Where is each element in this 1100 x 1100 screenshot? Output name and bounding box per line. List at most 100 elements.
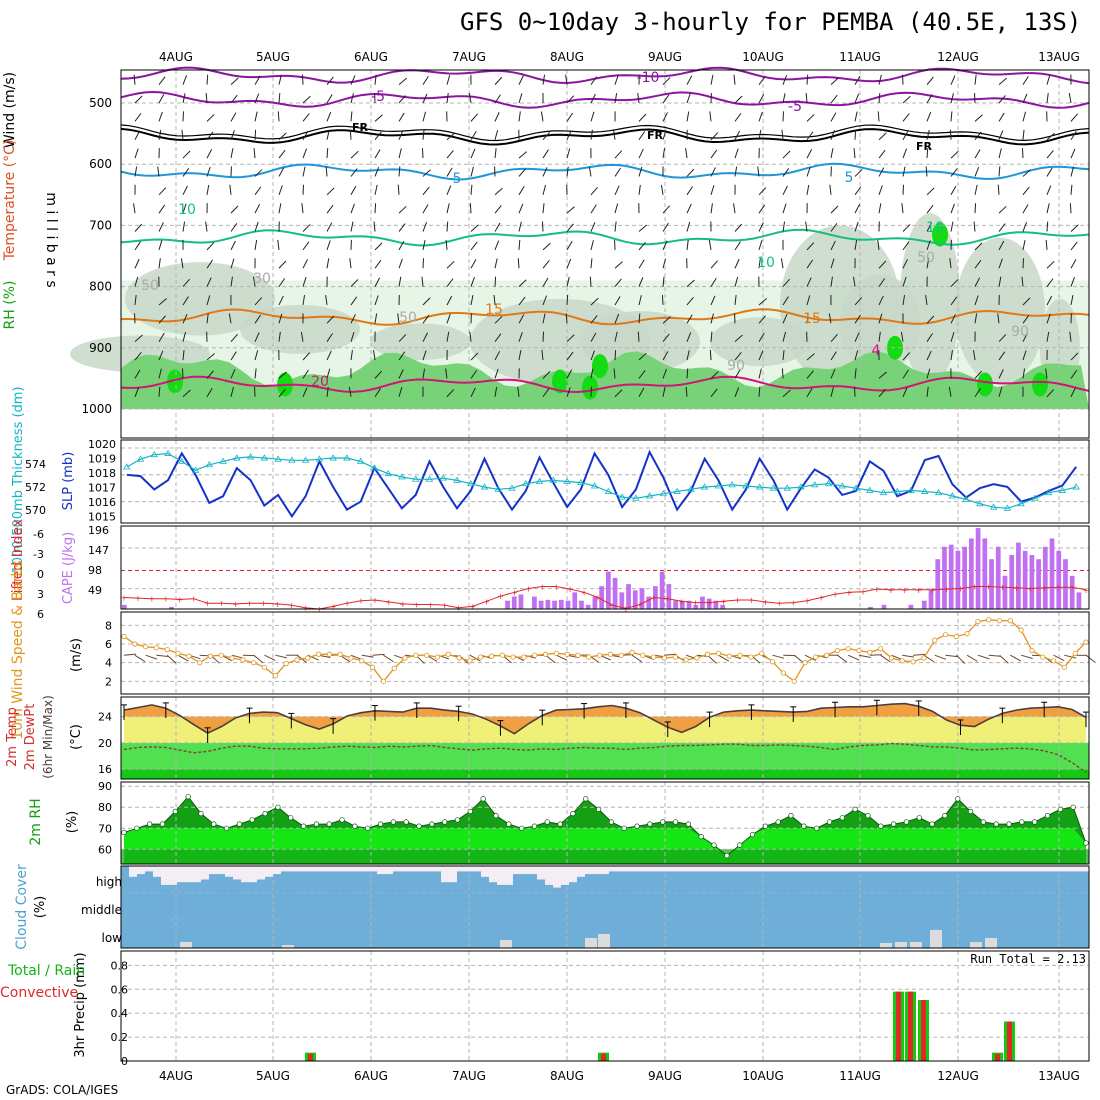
wind-barb <box>830 351 837 361</box>
wind-barb <box>662 333 670 342</box>
wind-barb <box>901 74 904 85</box>
wind-barb <box>854 75 861 85</box>
panel-frame-cape <box>120 525 1090 610</box>
wind-barb <box>1046 295 1053 306</box>
wind-barb <box>1070 113 1078 122</box>
wind-barb <box>734 95 743 104</box>
rh2m-point <box>262 810 268 817</box>
wind-barb <box>470 184 473 195</box>
wind-barb <box>566 387 571 397</box>
wind-barb <box>638 387 645 398</box>
wind-barb <box>950 279 959 287</box>
x-tick-label-bottom: 13AUG <box>1038 1069 1080 1083</box>
contour-label: 5 <box>453 171 462 187</box>
thickness-axis-title: 1000-500mb Thickness (dm) <box>11 386 26 573</box>
cloud-high-bar <box>665 866 673 872</box>
thickness-point <box>811 481 819 488</box>
wind-barb <box>806 370 814 379</box>
cloud-level-label: high <box>96 875 122 889</box>
lifted-index-point: + <box>1055 583 1062 592</box>
cloud-high-bar <box>425 866 433 872</box>
temperature-axis-label: Temperature (°C) <box>2 140 18 262</box>
wind-barb-10m <box>902 654 915 658</box>
wind-speed-point <box>467 658 473 664</box>
lifted-index-point: + <box>190 595 197 604</box>
wind-barb <box>182 278 191 287</box>
lifted-index-point: + <box>804 597 811 606</box>
wind-barb <box>446 221 449 232</box>
wind-barb <box>1046 313 1051 324</box>
cloud-low-bar <box>598 934 610 948</box>
thickness-point <box>535 477 544 484</box>
dewpt2m-axis-title: 2m DewPt <box>23 704 38 771</box>
wind-barb <box>998 240 1005 251</box>
wind-barb <box>302 352 311 361</box>
wind-barb <box>182 296 189 306</box>
panel-frame-slp <box>120 439 1090 524</box>
thickness-point <box>274 455 282 462</box>
wind-barb <box>590 297 599 306</box>
wind-barb <box>230 240 236 251</box>
wind-speed-point <box>488 653 495 659</box>
thickness-point <box>577 478 585 486</box>
wind-barb <box>206 166 211 177</box>
thickness-point <box>659 490 668 497</box>
wind-barb <box>686 296 694 306</box>
x-tick-label-bottom: 7AUG <box>452 1069 486 1083</box>
wind-barb <box>470 295 474 306</box>
wind-barb <box>1022 221 1028 232</box>
wind-barb <box>1045 368 1048 379</box>
x-tick-label-top: 13AUG <box>1038 50 1080 64</box>
wind-barb <box>566 206 575 214</box>
rh2m-tick-label: 60 <box>98 843 112 856</box>
wind-barb-10m <box>664 653 677 656</box>
wind-barb <box>686 111 690 122</box>
thickness-point <box>219 457 227 464</box>
thickness-point <box>948 492 957 499</box>
slp-tick-label: 1019 <box>88 453 116 466</box>
wind-barb <box>134 294 137 306</box>
wind-barb <box>254 169 263 177</box>
wind-speed-point <box>921 655 927 661</box>
wind-barb <box>374 370 383 379</box>
wind-barb <box>158 386 161 397</box>
cloud-high-bar <box>481 866 489 877</box>
wind-barb <box>829 184 832 195</box>
cloud-high-bar <box>169 866 177 885</box>
cape-bar <box>639 588 645 609</box>
cloud-low-bar <box>585 938 597 948</box>
cape-bar <box>552 600 557 609</box>
wind-speed-point <box>780 670 786 676</box>
wind-barb <box>494 386 498 397</box>
thickness-point <box>1044 488 1053 496</box>
lifted-index-point: + <box>372 596 379 605</box>
wind-barb <box>638 313 641 324</box>
lifted-index-point: + <box>427 601 434 610</box>
wind-barb <box>998 166 1001 177</box>
wind-barb <box>998 95 1006 104</box>
wind-barb <box>230 148 234 159</box>
rh2m-point <box>1032 819 1038 825</box>
thickness-line <box>126 452 1077 509</box>
wind-barb <box>854 368 857 379</box>
lifted-index-point: + <box>595 593 602 602</box>
wind-speed-point <box>121 633 127 640</box>
wind-barb <box>614 389 623 398</box>
wind-barb <box>780 258 784 269</box>
wind-barb <box>590 258 593 269</box>
wind-barb <box>806 149 813 159</box>
thickness-tick-label: 574 <box>25 458 46 471</box>
cloud-high-bar <box>329 866 337 872</box>
cape-tick-label: 98 <box>88 564 102 577</box>
wind-speed-point <box>705 651 711 657</box>
x-tick-label-top: 7AUG <box>452 50 486 64</box>
lifted-index-point: + <box>525 584 532 593</box>
thickness-point <box>866 486 874 493</box>
thickness-point <box>590 482 599 489</box>
wind-barb <box>973 350 976 361</box>
wind-barb <box>302 387 308 397</box>
lifted-index-point: + <box>860 588 867 597</box>
wind-speed-line <box>123 619 1087 683</box>
wind-barb <box>686 221 691 232</box>
wind-barb <box>758 93 765 104</box>
